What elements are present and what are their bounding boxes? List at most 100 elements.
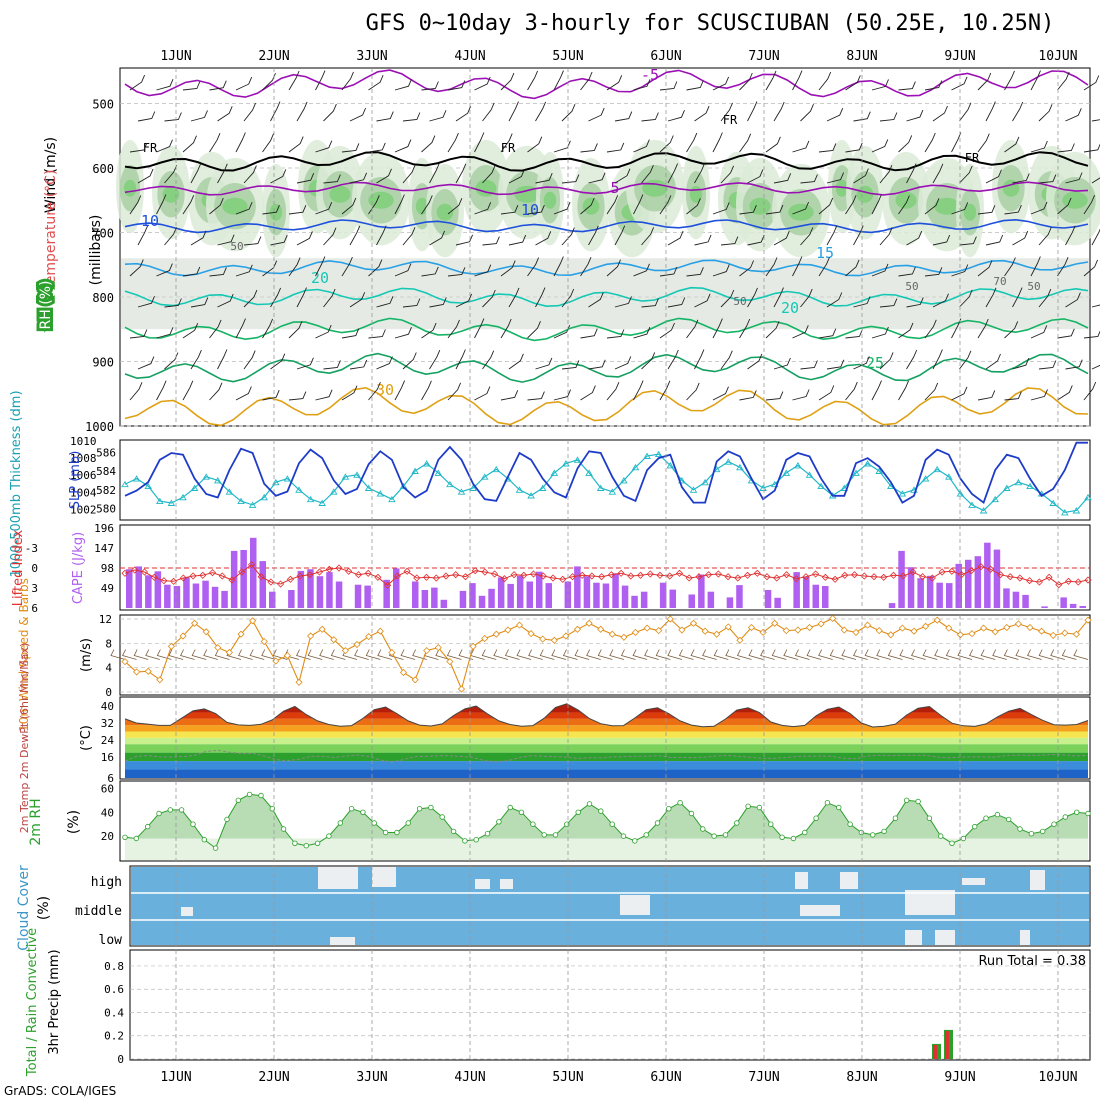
wind10m-barb	[319, 649, 334, 660]
wind-barb	[871, 326, 889, 339]
wind-barb	[1057, 197, 1072, 215]
wind-barb	[739, 133, 752, 153]
wind-barb	[376, 111, 394, 122]
wind-barb	[500, 390, 519, 401]
wind-barb	[641, 352, 656, 370]
rh2m-point	[133, 835, 139, 842]
wind-barb	[712, 318, 723, 339]
thickness-point	[666, 462, 675, 469]
wind-barb	[1004, 70, 1015, 91]
wind-barb	[667, 230, 684, 246]
thickness-point	[794, 462, 802, 469]
rh2m-point	[756, 804, 763, 811]
wind-barb	[561, 104, 576, 122]
rh2m-point	[1039, 828, 1046, 835]
cape-bar	[316, 576, 324, 608]
li-point	[821, 573, 829, 581]
wind10m-point	[643, 624, 651, 632]
wind10m-point	[423, 647, 431, 655]
wind-barb	[659, 135, 674, 153]
precip-tick: 0	[117, 1053, 124, 1066]
wind-barb	[773, 287, 784, 308]
wind-barb	[686, 267, 704, 277]
wind-barb	[527, 136, 543, 153]
wind10m-barb	[1027, 649, 1042, 660]
li-point	[588, 572, 596, 580]
cape-bar	[307, 569, 314, 608]
wind10m-point	[968, 630, 976, 638]
cape-bar	[431, 587, 438, 608]
bottom-day-label: 8JUN	[846, 1070, 877, 1085]
precip-frame	[129, 949, 1091, 1061]
cape-bar	[574, 566, 581, 608]
slp-label: SLP (mb)	[68, 451, 83, 510]
rh-shading	[543, 191, 557, 209]
cape-tick: 147	[94, 542, 114, 555]
wind-barb	[508, 353, 524, 370]
rh2m-label: 2m RH	[28, 798, 44, 845]
wind-barb	[924, 80, 943, 91]
li-point	[500, 575, 508, 583]
wind-barb	[1083, 195, 1096, 215]
li-point	[1016, 574, 1024, 582]
rh2m-point	[462, 838, 468, 844]
rh2m-point	[564, 821, 570, 827]
thickness-point	[724, 458, 733, 465]
thickness-point	[492, 465, 501, 473]
wind-barb	[792, 140, 810, 153]
wind-barb	[614, 356, 632, 370]
pressure-tick: 700	[92, 226, 114, 240]
wind-barb	[712, 132, 723, 153]
wind-barb	[474, 132, 485, 153]
cloud-gap	[620, 895, 650, 915]
wind-barb	[1091, 119, 1100, 122]
rh2m-point	[768, 821, 774, 827]
wind-barb	[1038, 360, 1057, 370]
wind10m-point	[736, 636, 744, 644]
cape-bar	[250, 537, 257, 608]
li-point	[140, 568, 149, 576]
rh2m-point	[779, 834, 785, 840]
wind-barb	[686, 319, 699, 339]
wind-barb	[296, 357, 314, 370]
li-point	[267, 578, 275, 586]
slp-tick: 1002	[70, 503, 97, 516]
wind-barb	[500, 205, 519, 215]
wind-barb	[137, 356, 155, 370]
thickness-point	[782, 469, 791, 476]
wind-barb	[1004, 321, 1019, 339]
wind-barb	[906, 230, 923, 246]
thickness-point	[318, 499, 326, 506]
wind10m-point	[864, 621, 872, 629]
li-point	[277, 580, 285, 588]
wind-barb	[447, 132, 459, 153]
wind-barb	[447, 382, 462, 401]
thickness-point	[608, 488, 617, 495]
thickness-point	[875, 467, 883, 474]
rh2m-line	[124, 793, 1089, 849]
li-point	[1006, 573, 1014, 581]
wind-barb	[1057, 143, 1075, 153]
cloud-unit: (%)	[36, 896, 52, 920]
cape-bar	[812, 584, 819, 608]
wind-barb	[1030, 256, 1041, 277]
cape-bar	[526, 581, 533, 608]
cape-bar	[764, 590, 772, 608]
rh2m-point	[473, 837, 479, 843]
wind10m-point	[875, 627, 883, 635]
wind10m-point	[782, 627, 790, 635]
cape-bar	[297, 570, 305, 608]
temp2m-tick: 16	[101, 751, 114, 764]
wind-barb	[712, 76, 730, 91]
thickness-point	[515, 486, 524, 493]
cloud-gap	[1030, 870, 1045, 890]
li-point	[160, 577, 168, 585]
wind-barb	[606, 195, 619, 215]
wind-barb	[739, 318, 751, 339]
wind-barb	[447, 198, 463, 215]
wind-barb	[1065, 225, 1076, 246]
wind-barb	[349, 359, 368, 370]
wind10m-point	[457, 685, 466, 693]
wind10m-barb	[330, 649, 346, 660]
